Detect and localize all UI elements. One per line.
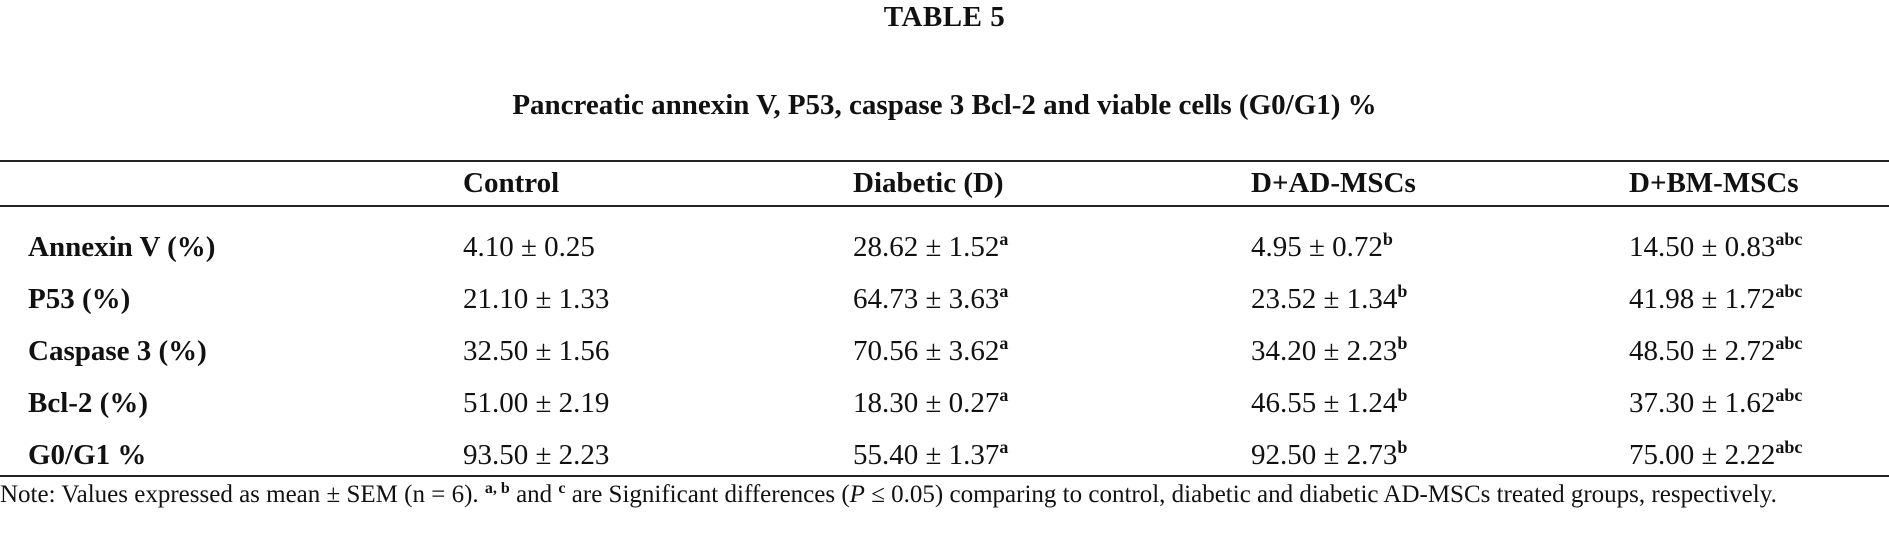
header-cell-d-bm-mscs: D+BM-MSCs: [1629, 166, 1799, 199]
cell-value: 51.00 ± 2.19: [463, 386, 610, 419]
header-cell-blank: [0, 161, 463, 205]
significance-superscript: abc: [1775, 436, 1803, 457]
cell-value: 41.98 ± 1.72: [1629, 282, 1776, 315]
table-cell: 51.00 ± 2.19: [463, 377, 853, 429]
cell-value: 92.50 ± 2.73: [1251, 438, 1398, 471]
table-cell: 28.62 ± 1.52a: [853, 205, 1251, 273]
cell-value: 23.52 ± 1.34: [1251, 282, 1398, 315]
row-label: P53 (%): [28, 282, 131, 315]
significance-superscript: a: [999, 228, 1009, 249]
bottom-rule: [0, 475, 1889, 477]
table-cell: 55.40 ± 1.37a: [853, 429, 1251, 481]
significance-superscript: b: [1397, 332, 1408, 353]
table-cell: 64.73 ± 3.63a: [853, 273, 1251, 325]
significance-superscript: a: [999, 384, 1009, 405]
table-note: Note: Values expressed as mean ± SEM (n …: [0, 478, 1885, 512]
row-label: G0/G1 %: [28, 438, 147, 471]
significance-superscript: abc: [1775, 228, 1803, 249]
table-cell: 23.52 ± 1.34b: [1251, 273, 1629, 325]
note-sup-c: c: [558, 480, 566, 497]
table-cell: 21.10 ± 1.33: [463, 273, 853, 325]
significance-superscript: abc: [1775, 384, 1803, 405]
cell-value: 34.20 ± 2.23: [1251, 334, 1398, 367]
header-cell-d-ad-mscs: D+AD-MSCs: [1251, 166, 1416, 199]
cell-value: 14.50 ± 0.83: [1629, 230, 1776, 263]
table-cell: 4.10 ± 0.25: [463, 205, 853, 273]
note-sup-ab: a, b: [484, 480, 510, 497]
header-cell-control: Control: [463, 166, 560, 199]
header-cell-diabetic: Diabetic (D): [853, 166, 1004, 199]
table-row: G0/G1 % 93.50 ± 2.23 55.40 ± 1.37a 92.50 ± …: [0, 429, 1889, 481]
table-row: Caspase 3 (%) 32.50 ± 1.56 70.56 ± 3.62a 34…: [0, 325, 1889, 377]
table-cell: 32.50 ± 1.56: [463, 325, 853, 377]
row-label: Bcl-2 (%): [28, 386, 148, 419]
table-row: Bcl-2 (%) 51.00 ± 2.19 18.30 ± 0.27a 46.55 …: [0, 377, 1889, 429]
cell-value: 4.95 ± 0.72: [1251, 230, 1383, 263]
note-suffix: ≤ 0.05) comparing to control, diabetic a…: [864, 481, 1777, 508]
table-cell: 93.50 ± 2.23: [463, 429, 853, 481]
significance-superscript: a: [999, 332, 1009, 353]
cell-value: 18.30 ± 0.27: [853, 386, 1000, 419]
cell-value: 93.50 ± 2.23: [463, 438, 610, 471]
significance-superscript: abc: [1775, 332, 1803, 353]
data-table: Control Diabetic (D) D+AD-MSCs D+BM-MSCs…: [0, 161, 1889, 481]
table-cell: 18.30 ± 0.27a: [853, 377, 1251, 429]
significance-superscript: b: [1397, 280, 1408, 301]
table-cell: 46.55 ± 1.24b: [1251, 377, 1629, 429]
table-label: TABLE 5: [883, 1, 1006, 33]
table-cell: 70.56 ± 3.62a: [853, 325, 1251, 377]
row-label: Caspase 3 (%): [28, 334, 207, 367]
row-label: Annexin V (%): [28, 230, 216, 263]
table-cell: 48.50 ± 2.72abc: [1629, 325, 1889, 377]
significance-superscript: a: [999, 280, 1009, 301]
cell-value: 55.40 ± 1.37: [853, 438, 1000, 471]
note-middle: are Significant differences (: [565, 481, 850, 508]
cell-value: 70.56 ± 3.62: [853, 334, 1000, 367]
cell-value: 4.10 ± 0.25: [463, 230, 595, 263]
significance-superscript: abc: [1775, 280, 1803, 301]
table-cell: 4.95 ± 0.72b: [1251, 205, 1629, 273]
significance-superscript: b: [1397, 384, 1408, 405]
top-rule: [0, 160, 1889, 162]
cell-value: 75.00 ± 2.22: [1629, 438, 1776, 471]
table-title: Pancreatic annexin V, P53, caspase 3 Bcl…: [512, 89, 1377, 121]
significance-superscript: b: [1382, 228, 1393, 249]
table-cell: 92.50 ± 2.73b: [1251, 429, 1629, 481]
note-prefix: Note: Values expressed as mean ± SEM (n …: [0, 481, 485, 508]
header-rule: [0, 205, 1889, 207]
cell-value: 32.50 ± 1.56: [463, 334, 610, 367]
note-and: and: [509, 481, 559, 508]
table-row: Annexin V (%) 4.10 ± 0.25 28.62 ± 1.52a 4.9…: [0, 205, 1889, 273]
table-body: Annexin V (%) 4.10 ± 0.25 28.62 ± 1.52a 4.9…: [0, 205, 1889, 481]
cell-value: 28.62 ± 1.52: [853, 230, 1000, 263]
table-cell: 34.20 ± 2.23b: [1251, 325, 1629, 377]
table-cell: 41.98 ± 1.72abc: [1629, 273, 1889, 325]
significance-superscript: a: [999, 436, 1009, 457]
cell-value: 46.55 ± 1.24: [1251, 386, 1398, 419]
table-cell: 14.50 ± 0.83abc: [1629, 205, 1889, 273]
table-cell: 37.30 ± 1.62abc: [1629, 377, 1889, 429]
cell-value: 37.30 ± 1.62: [1629, 386, 1776, 419]
table-row: P53 (%) 21.10 ± 1.33 64.73 ± 3.63a 23.52 ± …: [0, 273, 1889, 325]
header-row: Control Diabetic (D) D+AD-MSCs D+BM-MSCs: [0, 161, 1889, 205]
significance-superscript: b: [1397, 436, 1408, 457]
cell-value: 21.10 ± 1.33: [463, 282, 610, 315]
table-cell: 75.00 ± 2.22abc: [1629, 429, 1889, 481]
cell-value: 64.73 ± 3.63: [853, 282, 1000, 315]
cell-value: 48.50 ± 2.72: [1629, 334, 1776, 367]
note-p-italic: P: [849, 481, 865, 508]
